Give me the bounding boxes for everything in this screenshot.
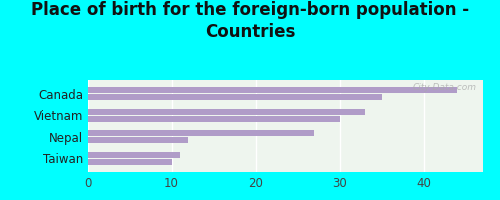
Bar (88, 94, 382, 100)
Bar (88, 159, 172, 165)
Bar (88, 152, 180, 158)
Bar (88, 130, 314, 136)
Bar (88, 116, 340, 122)
Bar (88, 87, 458, 93)
Bar (88, 109, 365, 115)
Bar (88, 137, 188, 143)
Text: City-Data.com: City-Data.com (412, 83, 476, 92)
Text: Place of birth for the foreign-born population -
Countries: Place of birth for the foreign-born popu… (31, 1, 469, 41)
